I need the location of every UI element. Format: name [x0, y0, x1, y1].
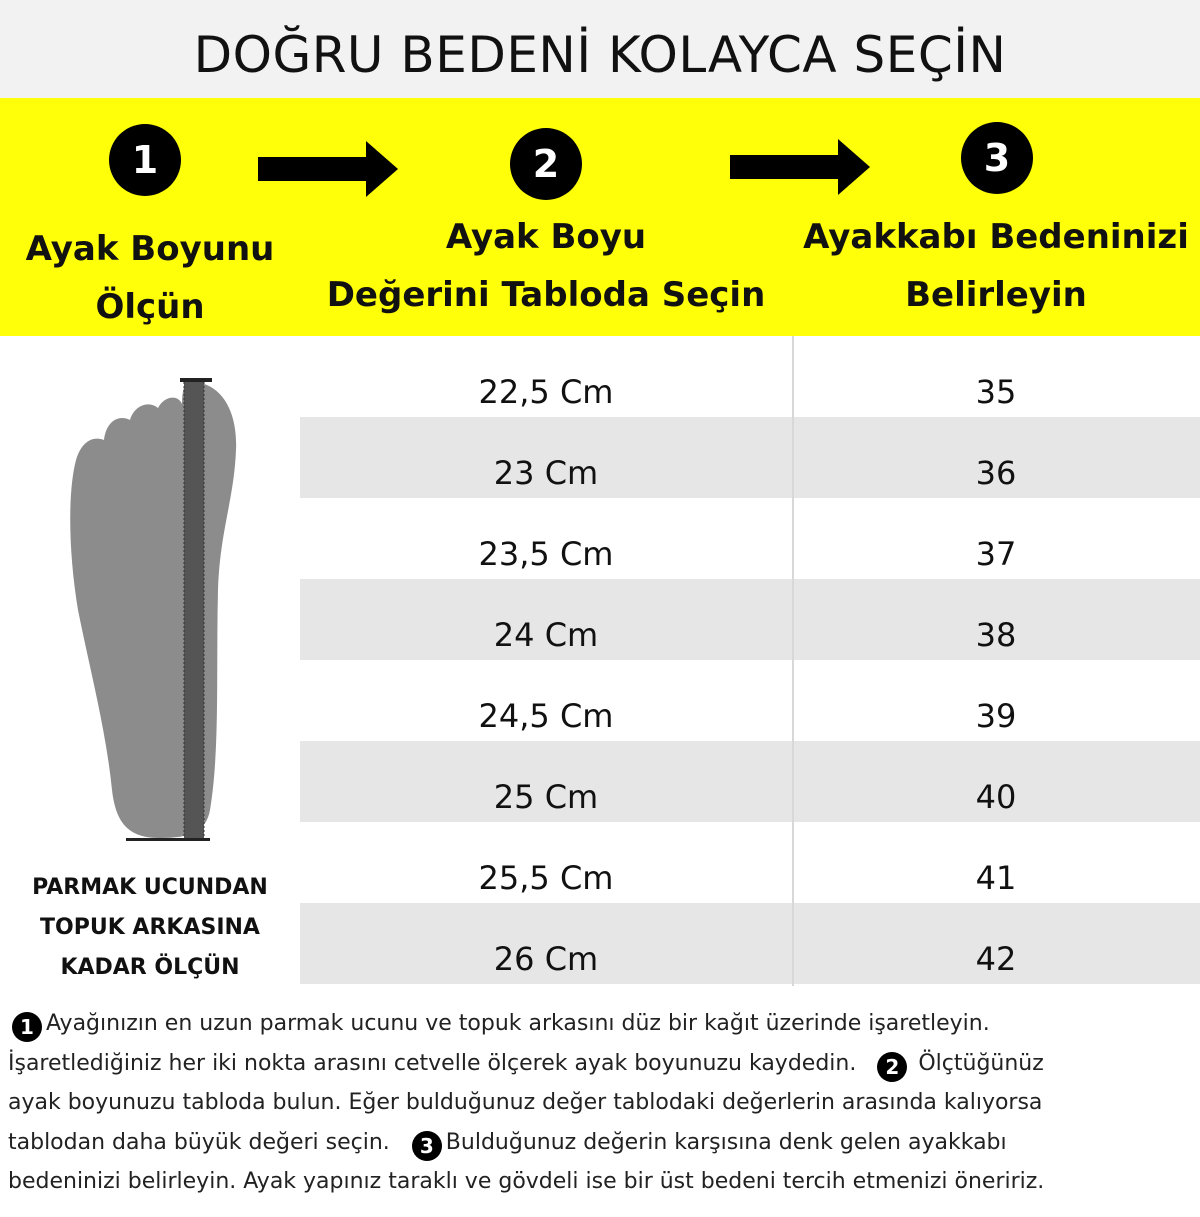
column-divider [792, 336, 794, 986]
instruction-text: Bulduğunuz değerin karşısına denk gelen … [445, 1129, 1007, 1155]
instruction-text: bedeninizi belirleyin. Ayak yapınız tara… [8, 1169, 1045, 1194]
instruction-text: tablodan daha büyük değeri seçin. [8, 1129, 390, 1155]
instruction-text: ayak boyunuzu tabloda bulun. Eğer bulduğ… [8, 1090, 1043, 1115]
table-row: 25 Cm 40 [300, 741, 1200, 822]
instruction-text: Ayağınızın en uzun parmak ucunu ve topuk… [46, 1011, 990, 1036]
step-2-label-line: Değerini Tabloda Seçin [326, 275, 766, 315]
step-3-label: Ayakkabı Bedeninizi Belirleyin [792, 208, 1200, 324]
step-2-label-line: Ayak Boyu [445, 217, 647, 257]
table-row: 26 Cm 42 [300, 903, 1200, 984]
table-row: 23,5 Cm 37 [300, 498, 1200, 579]
foot-caption-line: PARMAK UCUNDAN [32, 875, 268, 900]
step-1-label-line: Ölçün [95, 287, 205, 327]
step-1-badge: 1 [12, 1012, 42, 1042]
measure-top-cap [180, 378, 212, 382]
shoe-size-cell: 36 [975, 454, 1017, 492]
page-title: DOĞRU BEDENİ KOLAYCA SEÇİN [193, 26, 1007, 84]
shoe-size-cell: 40 [975, 778, 1017, 816]
foot-length-cell: 25,5 Cm [478, 859, 614, 897]
foot-length-cell: 24 Cm [493, 616, 599, 654]
shoe-size-cell: 37 [975, 535, 1017, 573]
table-row: 23 Cm 36 [300, 417, 1200, 498]
foot-caption-line: TOPUK ARKASINA [40, 915, 260, 940]
title-band: DOĞRU BEDENİ KOLAYCA SEÇİN [0, 0, 1200, 98]
shoe-size-cell: 41 [975, 859, 1017, 897]
step-2-label: Ayak Boyu Değerini Tabloda Seçin [300, 208, 792, 324]
foot-length-cell: 23 Cm [493, 454, 599, 492]
foot-length-cell: 22,5 Cm [478, 373, 614, 411]
measure-bar [184, 382, 204, 838]
arrow-right-icon [730, 139, 870, 195]
shoe-size-cell: 39 [975, 697, 1017, 735]
step-3-label-line: Belirleyin [905, 275, 1087, 315]
instruction-text: İşaretlediğiniz her iki nokta arasını ce… [8, 1050, 857, 1076]
step-3-badge: 3 [411, 1130, 442, 1161]
step-2-badge: 2 [510, 128, 582, 200]
foot-length-cell: 25 Cm [493, 778, 599, 816]
foot-length-cell: 24,5 Cm [478, 697, 614, 735]
step-1-badge: 1 [109, 124, 181, 196]
foot-length-cell: 26 Cm [493, 940, 599, 978]
shoe-size-cell: 38 [975, 616, 1017, 654]
table-row: 24,5 Cm 39 [300, 660, 1200, 741]
arrow-right-icon [258, 141, 398, 197]
shoe-size-cell: 35 [975, 373, 1017, 411]
table-row: 25,5 Cm 41 [300, 822, 1200, 903]
instructions: 1 Ayağınızın en uzun parmak ucunu ve topu… [8, 1004, 1198, 1202]
measure-bottom-cap [126, 838, 210, 841]
foot-caption: PARMAK UCUNDAN TOPUK ARKASINA KADAR ÖLÇÜ… [0, 868, 300, 988]
foot-icon [70, 381, 237, 838]
foot-caption-line: KADAR ÖLÇÜN [60, 955, 240, 980]
shoe-size-cell: 42 [975, 940, 1017, 978]
foot-illustration [70, 378, 237, 841]
foot-length-cell: 23,5 Cm [478, 535, 614, 573]
step-1-label: Ayak Boyunu Ölçün [0, 220, 300, 336]
steps-band: 1 2 3 Ayak Boyunu Ölçün Ayak Boyu Değeri… [0, 98, 1200, 336]
table-row: 22,5 Cm 35 [300, 336, 1200, 417]
instruction-text: Ölçtüğünüz [918, 1050, 1044, 1076]
step-3-badge: 3 [961, 122, 1033, 194]
step-2-badge: 2 [877, 1051, 908, 1082]
step-3-label-line: Ayakkabı Bedeninizi [803, 217, 1189, 257]
step-1-label-line: Ayak Boyunu [25, 229, 275, 269]
table-row: 24 Cm 38 [300, 579, 1200, 660]
